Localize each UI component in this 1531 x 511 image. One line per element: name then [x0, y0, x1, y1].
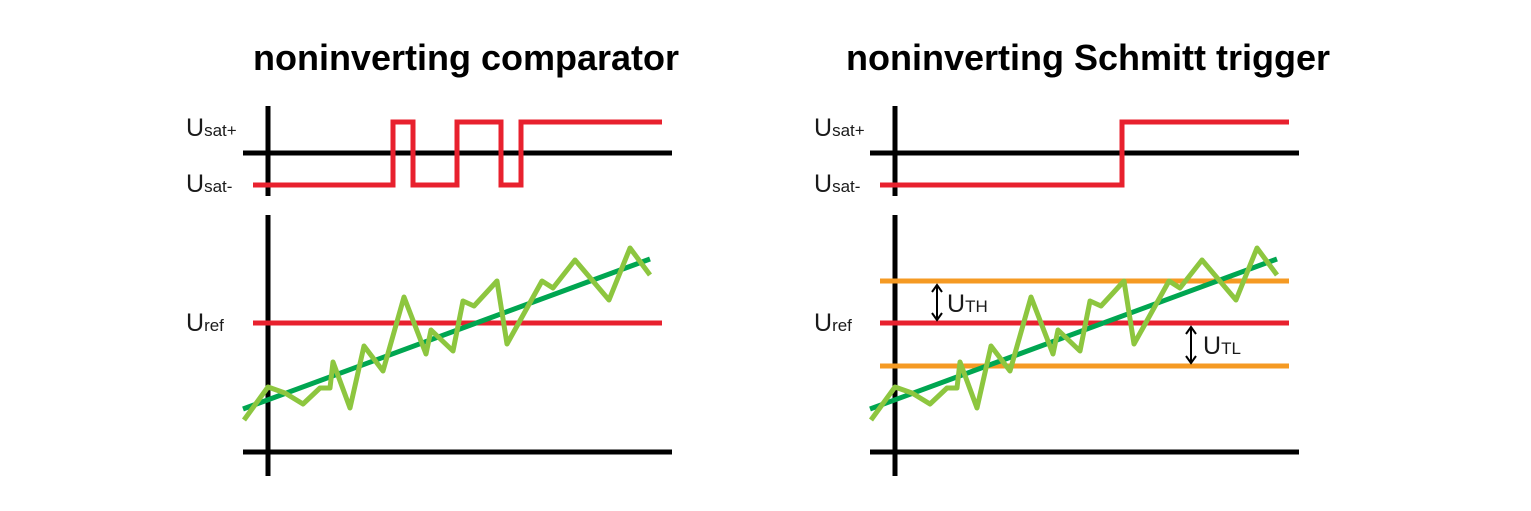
- utl-double-arrow: [1185, 325, 1197, 365]
- left-usat-minus-label: Usat-: [186, 170, 232, 198]
- left-panel: noninverting comparator Usat+ Usat- Uref: [186, 37, 679, 476]
- uth-label: UTH: [947, 290, 988, 318]
- right-panel: noninverting Schmitt trigger Usat+ Usat-…: [814, 37, 1330, 476]
- left-title: noninverting comparator: [253, 37, 679, 78]
- uth-double-arrow: [931, 283, 943, 322]
- left-trend-line: [242, 256, 651, 412]
- right-input-signal: [868, 245, 1280, 422]
- right-usat-plus-label: Usat+: [814, 114, 865, 142]
- right-title: noninverting Schmitt trigger: [846, 37, 1330, 78]
- left-input-signal: [241, 245, 653, 422]
- left-usat-plus-label: Usat+: [186, 114, 237, 142]
- right-usat-minus-label: Usat-: [814, 170, 860, 198]
- right-output-waveform: [880, 119, 1289, 188]
- left-uref-label: Uref: [186, 309, 224, 337]
- left-output-waveform: [253, 119, 662, 188]
- right-trend-line: [869, 256, 1278, 412]
- right-uref-label: Uref: [814, 309, 852, 337]
- utl-label: UTL: [1203, 332, 1241, 360]
